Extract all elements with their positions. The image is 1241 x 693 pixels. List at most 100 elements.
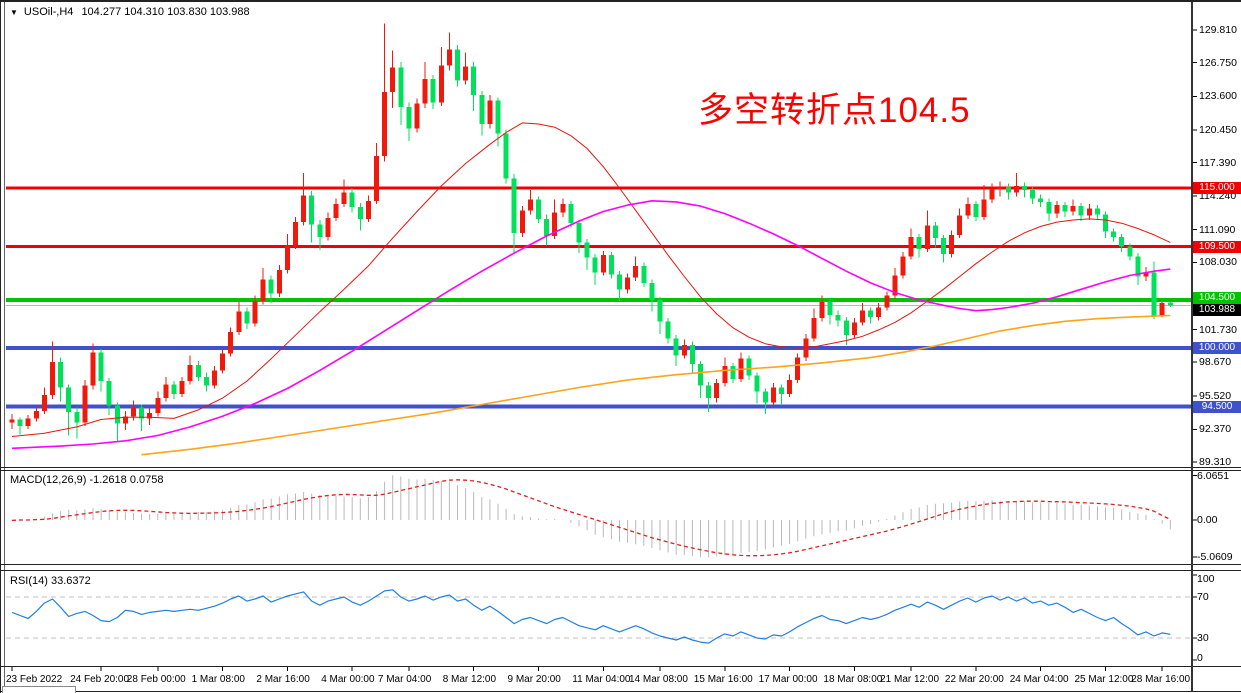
date-axis-label: 28 Mar 16:00 — [1131, 674, 1191, 685]
candle-body-down — [1127, 246, 1133, 257]
candle-body-down — [74, 412, 80, 423]
candle-body-up — [374, 156, 379, 201]
candle-body-up — [965, 204, 971, 216]
candle-body-down — [916, 237, 922, 249]
candle-body-up — [341, 192, 347, 204]
candle-body-up — [293, 222, 298, 246]
price-level-badge: 94.500 — [1193, 400, 1241, 413]
pane-separator-macd-rsi-b — [0, 570, 1241, 571]
candle-body-down — [617, 274, 622, 290]
candle-body-up — [1159, 303, 1165, 316]
candle-body-down — [584, 242, 590, 258]
date-axis-label: 23 Feb 2022 — [6, 674, 63, 685]
candle-body-up — [1054, 205, 1060, 214]
candle-body-down — [941, 238, 946, 255]
price-axis-tick: 98.670 — [1199, 356, 1232, 369]
candle-body-down — [1030, 190, 1036, 199]
candle-body-down — [835, 314, 841, 321]
candle-body-up — [949, 234, 955, 255]
price-axis-tick: 120.450 — [1199, 123, 1237, 136]
chart-title-bar: ▼ USOil-,H4 104.277 104.310 103.830 103.… — [10, 6, 250, 18]
candle-body-down — [398, 67, 404, 107]
macd-histogram — [11, 475, 1171, 558]
candle-body-down — [932, 225, 938, 239]
candle-body-down — [779, 387, 784, 394]
date-axis-label: 8 Mar 12:00 — [442, 674, 497, 685]
candle-body-down — [195, 365, 201, 377]
candle-body-up — [851, 322, 857, 336]
date-axis-label: 9 Mar 20:00 — [507, 674, 561, 685]
candle-body-down — [544, 218, 550, 236]
price-level-badge: 104.500 — [1193, 292, 1241, 304]
candle-body-down — [1005, 186, 1011, 193]
chart-dropdown-icon[interactable]: ▼ — [10, 7, 18, 17]
candle-body-down — [641, 265, 647, 283]
current-price-badge: 103.988 — [1193, 304, 1241, 317]
candle-body-up — [382, 92, 388, 156]
date-axis-label: 4 Mar 00:00 — [321, 674, 375, 685]
chart-text-annotation[interactable]: 多空转折点104.5 — [698, 91, 971, 130]
date-axis-label: 17 Mar 00:00 — [758, 674, 818, 685]
rsi-line — [11, 589, 1171, 644]
price-level-badge: 100.000 — [1193, 342, 1241, 354]
candle-body-down — [568, 204, 574, 224]
candle-body-down — [106, 381, 112, 406]
date-axis-label: 21 Mar 12:00 — [880, 674, 940, 685]
candle-body-up — [892, 275, 898, 296]
candle-body-up — [414, 103, 420, 129]
candle-body-down — [592, 257, 598, 273]
candle-body-up — [714, 383, 720, 399]
candle-body-down — [171, 384, 177, 394]
candle-body-up — [633, 265, 639, 278]
candle-body-down — [608, 255, 614, 275]
candle-body-down — [649, 282, 655, 300]
price-axis-tick: 126.750 — [1199, 56, 1237, 69]
candle-body-down — [357, 207, 363, 219]
candle-body-up — [981, 199, 987, 217]
candle-body-down — [17, 419, 23, 426]
candle-body-up — [527, 199, 533, 211]
candle-body-up — [600, 255, 606, 273]
window-border-left-inner — [4, 2, 5, 691]
candle-body-down — [317, 224, 323, 238]
candle-body-up — [770, 387, 776, 403]
candle-body-down — [843, 320, 849, 336]
candle-body-up — [365, 200, 371, 219]
candle-body-up — [519, 210, 525, 233]
price-axis-tick: 129.810 — [1199, 24, 1237, 37]
candle-body-down — [503, 133, 509, 179]
candle-body-up — [9, 419, 15, 423]
candle-body-up — [236, 311, 242, 332]
candle-body-down — [730, 366, 736, 379]
candle-body-up — [997, 186, 1003, 190]
candle-body-up — [884, 295, 890, 308]
candle-body-down — [430, 79, 436, 103]
candle-body-down — [511, 178, 517, 233]
candle-body-down — [495, 100, 501, 134]
candle-body-up — [957, 215, 963, 235]
quick-navigation-box[interactable] — [2, 686, 76, 693]
rsi-axis-tick: 30 — [1197, 632, 1209, 644]
candle-body-down — [673, 338, 679, 356]
candle-body-up — [131, 407, 136, 417]
candle-body-down — [244, 311, 250, 324]
candle-body-up — [325, 217, 331, 238]
ohlc-values-label: 104.277 104.310 103.830 103.988 — [81, 6, 250, 18]
symbol-period-label: USOil-,H4 — [23, 6, 74, 18]
rsi-axis-tick: 70 — [1197, 591, 1209, 603]
candle-body-down — [576, 223, 582, 243]
candle-body-up — [908, 237, 914, 257]
candle-body-up — [390, 67, 396, 92]
candle-body-down — [1038, 198, 1044, 202]
candle-body-up — [260, 279, 266, 302]
candle-body-down — [657, 300, 663, 322]
price-axis-tick: 117.390 — [1199, 156, 1237, 169]
candle-body-up — [50, 361, 55, 395]
candle-body-up — [722, 366, 728, 384]
candle-body-up — [220, 353, 226, 371]
candle-body-down — [1062, 205, 1068, 212]
price-axis-tick: 95.520 — [1199, 389, 1232, 402]
candle-body-down — [1119, 237, 1125, 247]
